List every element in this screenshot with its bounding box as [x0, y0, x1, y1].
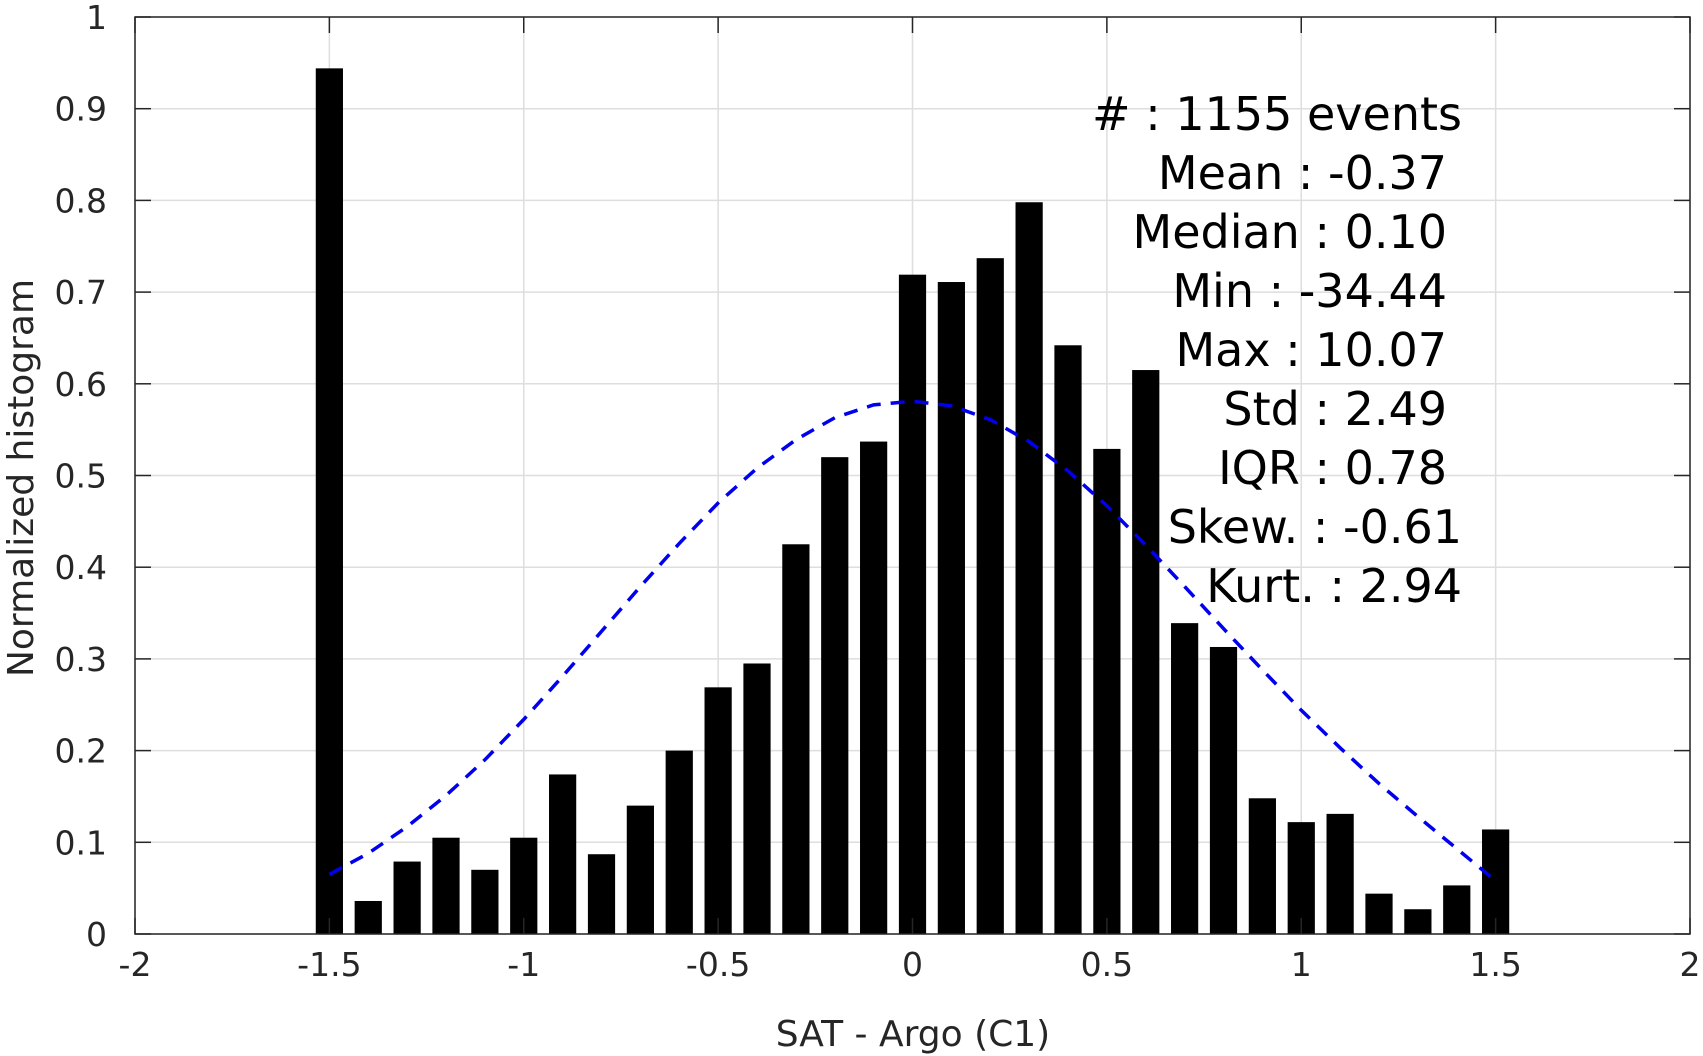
histogram-bar [1287, 822, 1315, 934]
x-tick-labels: -2 -1.5 -1 -0.5 0 0.5 1 1.5 2 [119, 945, 1701, 984]
histogram-bar [1015, 202, 1043, 934]
histogram-bar [1209, 646, 1238, 934]
x-tick-label: 2 [1680, 945, 1701, 984]
stats-line: Max : 10.07 [1175, 323, 1447, 377]
histogram-bar [821, 457, 849, 934]
histogram-bar [782, 544, 810, 934]
histogram-bar [898, 274, 927, 934]
histogram-bar [471, 869, 499, 934]
stats-line: Std : 2.49 [1223, 382, 1447, 436]
stats-line: Median : 0.10 [1133, 205, 1447, 259]
x-tick-label: -1.5 [297, 945, 361, 984]
x-tick-label: -2 [119, 945, 152, 984]
histogram-bar [743, 663, 771, 934]
y-tick-label: 0.1 [55, 823, 107, 862]
histogram-bar [1404, 909, 1432, 934]
histogram-bar [860, 441, 888, 934]
y-tick-label: 0.5 [55, 457, 107, 496]
histogram-bar [510, 837, 538, 934]
stats-line: Mean : -0.37 [1158, 146, 1447, 200]
gaussian-fit-curve [328, 399, 1497, 883]
x-tick-label: 0.5 [1081, 945, 1133, 984]
histogram-bar [665, 750, 693, 934]
y-tick-label: 0.3 [55, 640, 107, 679]
x-tick-label: -0.5 [686, 945, 750, 984]
histogram-bar [1482, 829, 1510, 934]
histogram-bar [1171, 623, 1199, 934]
stats-line: Skew. : -0.61 [1168, 500, 1462, 554]
histogram-bar [626, 805, 654, 934]
y-tick-label: 1 [86, 0, 107, 37]
y-axis-label: Normalized histogram [1, 279, 42, 677]
y-tick-label: 0.7 [55, 273, 107, 312]
y-tick-label: 0 [86, 915, 107, 954]
histogram-bar [432, 837, 460, 934]
y-tick-label: 0.4 [55, 548, 107, 587]
x-tick-label: -1 [507, 945, 540, 984]
y-tick-label: 0.6 [55, 365, 107, 404]
histogram-bar [1326, 813, 1354, 934]
stats-line: IQR : 0.78 [1218, 441, 1447, 495]
histogram-bar [1248, 798, 1276, 934]
stats-line: # : 1155 events [1092, 87, 1462, 141]
x-axis-label: SAT - Argo (C1) [776, 1014, 1050, 1055]
y-tick-label: 0.2 [55, 732, 107, 771]
histogram-bar [549, 774, 577, 934]
histogram-bar [1443, 885, 1471, 934]
histogram-bar [704, 687, 732, 934]
histogram-bar [1365, 893, 1393, 934]
histogram-bars [315, 68, 1510, 935]
stats-line: Min : -34.44 [1172, 264, 1447, 318]
histogram-bar [354, 900, 382, 934]
histogram-bar [1093, 448, 1121, 934]
x-tick-label: 0 [902, 945, 923, 984]
axes-frame [134, 16, 1691, 935]
x-tick-label: 1 [1291, 945, 1312, 984]
y-tick-label: 0.8 [55, 181, 107, 220]
stats-line: Kurt. : 2.94 [1206, 559, 1462, 613]
histogram-bar [976, 258, 1004, 934]
x-tick-label: 1.5 [1469, 945, 1521, 984]
fit-curve-layer [328, 399, 1497, 883]
histogram-bar [315, 68, 343, 935]
histogram-bar [587, 854, 616, 934]
histogram-bar [937, 282, 965, 934]
histogram-bar [1132, 370, 1160, 934]
y-tick-label: 0.9 [55, 90, 107, 129]
histogram-bar [393, 861, 421, 934]
y-tick-labels: 0 0.1 0.2 0.3 0.4 0.5 0.6 0.7 0.8 0.9 1 [55, 0, 107, 954]
histogram-bar [1054, 345, 1082, 934]
